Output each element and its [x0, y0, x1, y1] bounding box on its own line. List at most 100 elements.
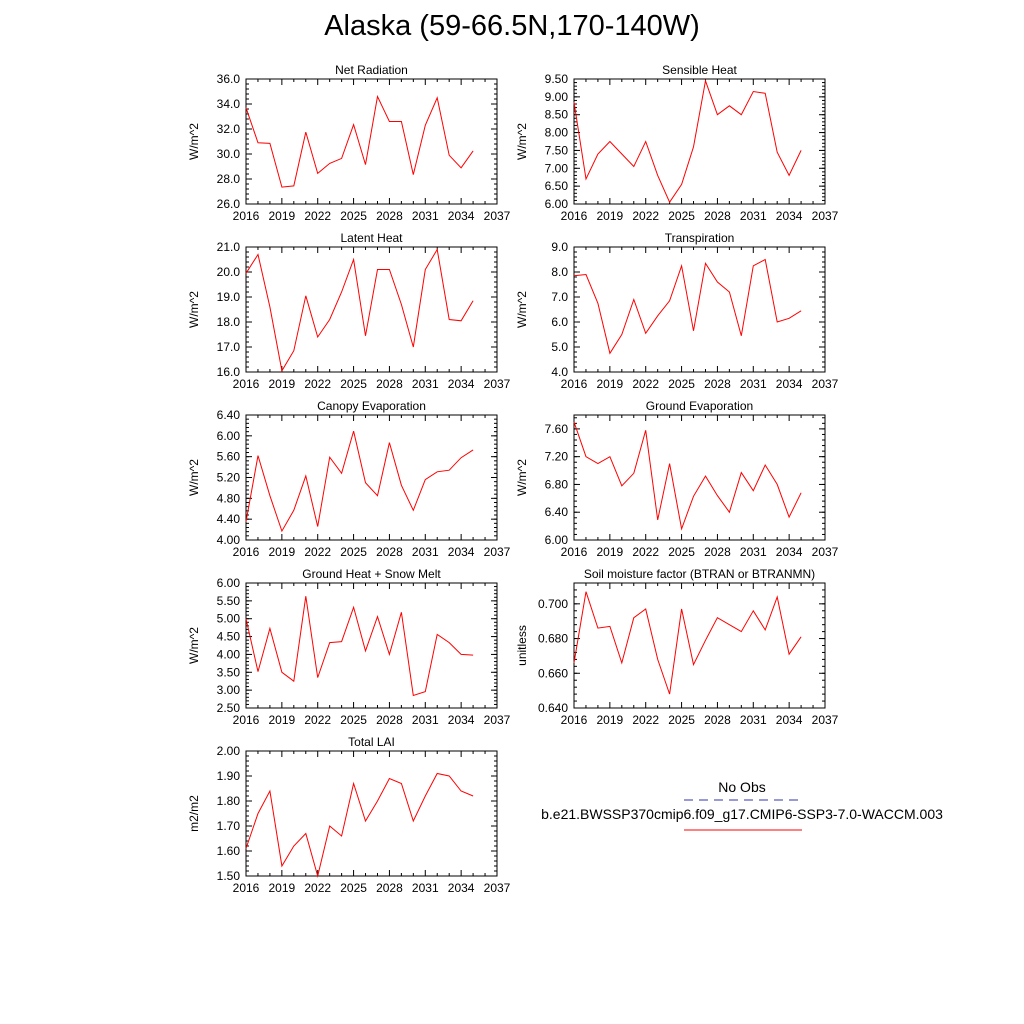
series-line — [245, 772, 474, 878]
x-tick-label: 2022 — [304, 377, 331, 391]
y-tick-label: 6.00 — [545, 533, 569, 547]
y-tick-label: 3.50 — [217, 665, 241, 679]
series-line — [573, 78, 802, 204]
x-tick-label: 2028 — [376, 209, 403, 223]
plot-frame — [573, 246, 826, 373]
x-tick-label: 2028 — [704, 713, 731, 727]
y-tick-label: 9.0 — [551, 240, 568, 254]
x-tick-label: 2025 — [340, 377, 367, 391]
x-tick-label: 2034 — [448, 377, 475, 391]
y-tick-label: 4.40 — [217, 512, 241, 526]
panel-title: Soil moisture factor (BTRAN or BTRANMN) — [584, 567, 815, 581]
panel-9: Total LAI m2/m2 2016 2019 2022 2025 2028 2031 20… — [187, 735, 511, 895]
series-line — [573, 421, 802, 531]
y-tick-label: 5.50 — [217, 594, 241, 608]
y-tick-label: 6.80 — [545, 477, 569, 491]
x-tick-label: 2034 — [776, 713, 803, 727]
x-tick-label: 2025 — [340, 881, 367, 895]
y-axis-label: W/m^2 — [515, 291, 529, 328]
x-tick-label: 2031 — [412, 881, 439, 895]
y-tick-label: 19.0 — [217, 290, 241, 304]
y-tick-label: 3.00 — [217, 683, 241, 697]
panel-1: Net Radiation W/m^2 2016 2019 2022 2025 2028 20… — [187, 63, 511, 223]
x-tick-label: 2037 — [484, 881, 511, 895]
plot-frame — [245, 246, 498, 373]
y-tick-label: 5.20 — [217, 471, 241, 485]
panel-title: Ground Evaporation — [646, 399, 753, 413]
series-line — [245, 430, 474, 533]
y-tick-label: 9.50 — [545, 72, 569, 86]
y-tick-label: 6.40 — [545, 505, 569, 519]
x-tick-label: 2016 — [233, 713, 260, 727]
x-tick-label: 2037 — [812, 713, 839, 727]
x-tick-label: 2028 — [376, 545, 403, 559]
x-tick-label: 2025 — [340, 713, 367, 727]
panel-title: Sensible Heat — [662, 63, 737, 77]
x-tick-label: 2022 — [632, 545, 659, 559]
x-tick-label: 2019 — [597, 209, 624, 223]
y-tick-label: 4.00 — [217, 533, 241, 547]
x-tick-label: 2025 — [668, 209, 695, 223]
y-tick-label: 2.50 — [217, 701, 241, 715]
x-tick-label: 2016 — [561, 209, 588, 223]
x-tick-label: 2028 — [704, 377, 731, 391]
x-tick-label: 2037 — [812, 377, 839, 391]
y-tick-label: 5.60 — [217, 450, 241, 464]
y-tick-label: 16.0 — [217, 365, 241, 379]
x-tick-label: 2019 — [597, 545, 624, 559]
x-tick-label: 2016 — [561, 545, 588, 559]
y-tick-label: 8.00 — [545, 126, 569, 140]
y-tick-label: 4.00 — [217, 647, 241, 661]
x-tick-label: 2034 — [776, 545, 803, 559]
x-tick-label: 2016 — [561, 713, 588, 727]
x-tick-label: 2025 — [668, 377, 695, 391]
y-tick-label: 34.0 — [217, 97, 241, 111]
panel-title: Transpiration — [665, 231, 735, 245]
y-tick-label: 5.0 — [551, 340, 568, 354]
x-tick-label: 2031 — [412, 209, 439, 223]
y-tick-label: 4.80 — [217, 491, 241, 505]
y-tick-label: 9.00 — [545, 90, 569, 104]
panel-title: Net Radiation — [335, 63, 408, 77]
y-tick-label: 20.0 — [217, 265, 241, 279]
x-tick-label: 2037 — [484, 545, 511, 559]
x-tick-label: 2016 — [233, 545, 260, 559]
x-tick-label: 2022 — [304, 545, 331, 559]
y-tick-label: 36.0 — [217, 72, 241, 86]
x-tick-label: 2025 — [668, 713, 695, 727]
panel-2: Sensible Heat W/m^2 2016 2019 2022 2025 2028 20… — [515, 63, 839, 223]
x-tick-label: 2031 — [740, 713, 767, 727]
panel-7: Ground Heat + Snow Melt W/m^2 2016 2019 2022… — [187, 567, 511, 727]
x-tick-label: 2019 — [269, 881, 296, 895]
x-tick-label: 2022 — [304, 713, 331, 727]
panel-3: Latent Heat W/m^2 2016 2019 2022 2025 2028 2031… — [187, 231, 511, 391]
y-tick-label: 6.40 — [217, 408, 241, 422]
figure-title: Alaska (59-66.5N,170-140W) — [324, 10, 700, 42]
x-tick-label: 2031 — [740, 377, 767, 391]
y-tick-label: 1.50 — [217, 869, 241, 883]
y-tick-label: 7.20 — [545, 450, 569, 464]
y-tick-label: 17.0 — [217, 340, 241, 354]
y-tick-label: 6.0 — [551, 315, 568, 329]
legend: No Obs b.e21.BWSSP370cmip6.f09_g17.CMIP6-… — [541, 779, 943, 831]
y-tick-label: 6.00 — [545, 197, 569, 211]
y-tick-label: 32.0 — [217, 122, 241, 136]
y-tick-label: 1.60 — [217, 844, 241, 858]
y-tick-label: 1.90 — [217, 769, 241, 783]
x-tick-label: 2022 — [632, 377, 659, 391]
x-tick-label: 2031 — [740, 545, 767, 559]
y-tick-label: 30.0 — [217, 147, 241, 161]
y-tick-label: 5.00 — [217, 612, 241, 626]
x-tick-label: 2034 — [776, 209, 803, 223]
panel-5: Canopy Evaporation W/m^2 2016 2019 2022 2025 2… — [187, 399, 511, 559]
x-tick-label: 2019 — [269, 713, 296, 727]
x-tick-label: 2034 — [776, 377, 803, 391]
x-tick-label: 2022 — [632, 209, 659, 223]
x-tick-label: 2034 — [448, 209, 475, 223]
y-tick-label: 7.00 — [545, 161, 569, 175]
y-tick-label: 6.00 — [217, 429, 241, 443]
panel-title: Canopy Evaporation — [317, 399, 426, 413]
legend-model-label: b.e21.BWSSP370cmip6.f09_g17.CMIP6-SSP3-7… — [541, 806, 943, 822]
x-tick-label: 2025 — [668, 545, 695, 559]
series-line — [245, 94, 474, 188]
